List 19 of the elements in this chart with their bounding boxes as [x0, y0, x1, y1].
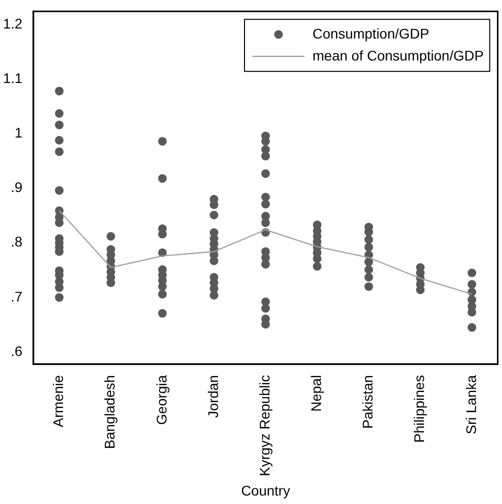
y-tick-label: .7 — [10, 288, 23, 304]
y-tick-label: 1 — [14, 124, 23, 141]
x-tick-label: Jordan — [204, 375, 221, 418]
y-tick-label: .6 — [10, 342, 23, 359]
y-tick-label: .8 — [10, 234, 23, 250]
x-tick-label: Sri Lanka — [462, 374, 479, 434]
x-tick-label: Kyrgyz Republic — [256, 375, 272, 476]
x-tick-label: Armenie — [50, 374, 66, 428]
legend-label: mean of Consumption/GDP — [312, 47, 484, 64]
y-tick-label: 1.1 — [2, 70, 23, 86]
x-tick-label: Philippines — [411, 375, 428, 443]
y-tick-label: 1.2 — [2, 15, 23, 32]
x-tick-label: Nepal — [308, 375, 324, 412]
x-tick-label: Pakistan — [360, 375, 376, 429]
x-axis-title: Country — [241, 482, 290, 498]
y-tick-label: .9 — [10, 179, 23, 196]
x-tick-label: Georgia — [153, 374, 170, 425]
x-tick-label: Bangladesh — [102, 375, 118, 449]
legend-label: Consumption/GDP — [312, 25, 430, 42]
